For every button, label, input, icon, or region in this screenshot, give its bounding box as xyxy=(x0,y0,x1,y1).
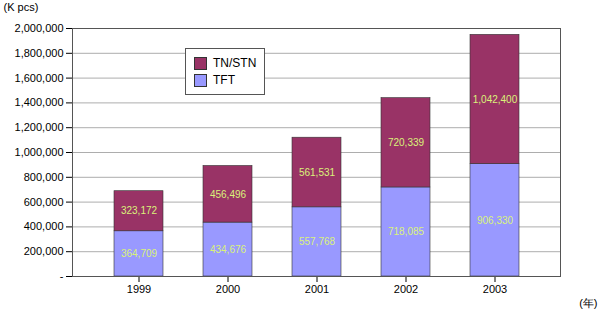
svg-text:1999: 1999 xyxy=(127,283,151,295)
svg-text:1,800,000: 1,800,000 xyxy=(15,47,64,59)
svg-text:(K pcs): (K pcs) xyxy=(4,1,39,13)
svg-text:718,085: 718,085 xyxy=(388,226,425,237)
svg-text:364,709: 364,709 xyxy=(121,248,158,259)
html-text:TN/STN: TN/STN xyxy=(213,56,257,70)
svg-text:561,531: 561,531 xyxy=(299,167,336,178)
svg-text:1,400,000: 1,400,000 xyxy=(15,96,64,108)
svg-text:2003: 2003 xyxy=(483,283,507,295)
svg-text:2,000,000: 2,000,000 xyxy=(15,22,64,34)
svg-text:2001: 2001 xyxy=(305,283,329,295)
svg-text:456,496: 456,496 xyxy=(210,188,247,199)
svg-text:323,172: 323,172 xyxy=(121,205,158,216)
html-text:TFT: TFT xyxy=(213,73,235,87)
svg-text:800,000: 800,000 xyxy=(24,171,64,183)
svg-text:-: - xyxy=(60,270,64,282)
svg-text:1,600,000: 1,600,000 xyxy=(15,72,64,84)
svg-text:1,042,400: 1,042,400 xyxy=(473,94,518,105)
svg-text:400,000: 400,000 xyxy=(24,220,64,232)
svg-text:434,676: 434,676 xyxy=(210,244,247,255)
svg-text:1,200,000: 1,200,000 xyxy=(15,121,64,133)
svg-text:557,768: 557,768 xyxy=(299,236,336,247)
svg-text:1,000,000: 1,000,000 xyxy=(15,146,64,158)
svg-text:2002: 2002 xyxy=(394,283,418,295)
svg-text:720,339: 720,339 xyxy=(388,137,425,148)
svg-text:(年): (年) xyxy=(579,297,597,309)
svg-text:600,000: 600,000 xyxy=(24,196,64,208)
svg-text:2000: 2000 xyxy=(216,283,240,295)
svg-text:906,330: 906,330 xyxy=(477,215,514,226)
svg-text:200,000: 200,000 xyxy=(24,245,64,257)
